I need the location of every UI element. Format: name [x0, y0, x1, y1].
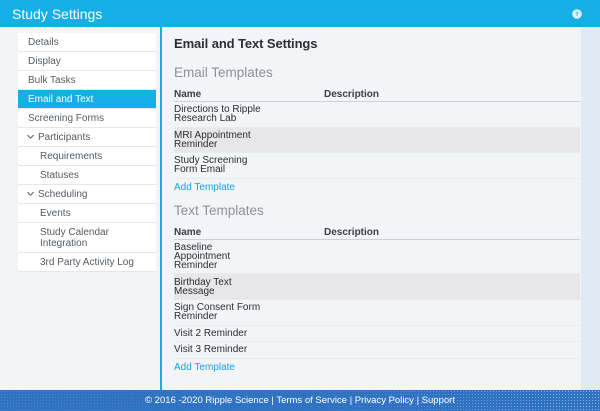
svg-text:?: ?	[575, 12, 579, 18]
